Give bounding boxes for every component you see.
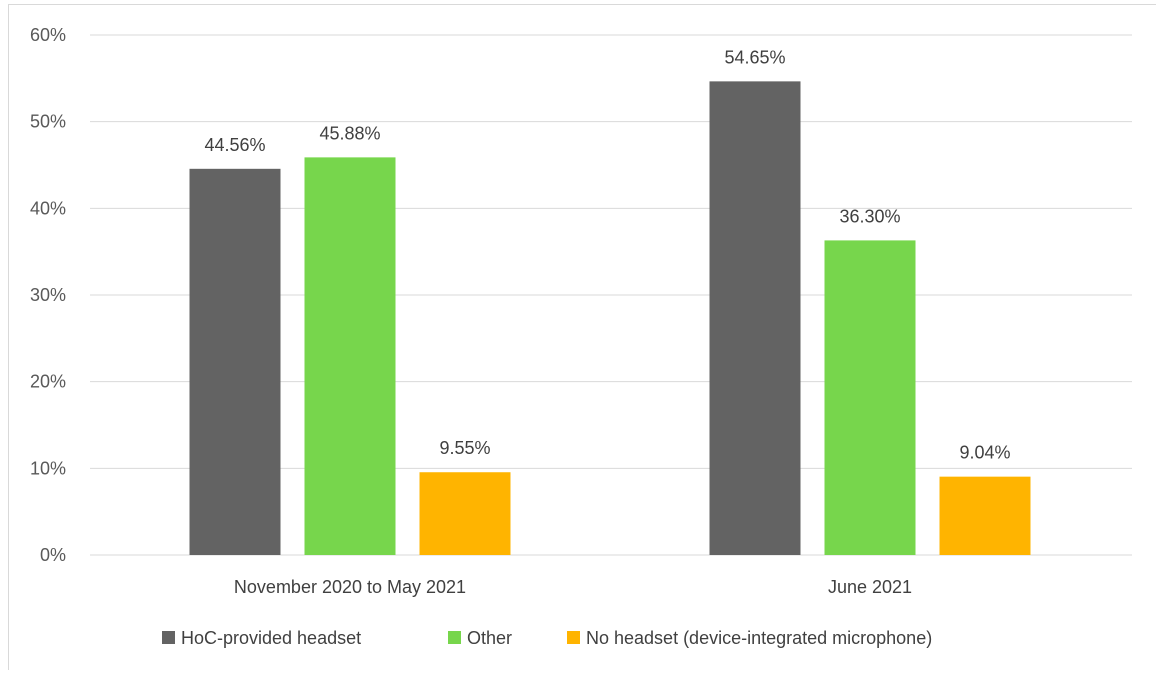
gridlines — [90, 34, 1132, 556]
bar — [709, 81, 801, 555]
legend: HoC-provided headset Other No headset (dev… — [162, 628, 932, 648]
y-tick-label: 0% — [40, 545, 66, 565]
x-category-label: November 2020 to May 2021 — [234, 577, 466, 597]
bar — [939, 476, 1031, 555]
legend-swatch — [162, 631, 175, 644]
legend-swatch — [567, 631, 580, 644]
data-label: 44.56% — [204, 135, 265, 155]
data-label: 9.04% — [959, 443, 1010, 463]
y-tick-label: 40% — [30, 198, 66, 218]
legend-label: HoC-provided headset — [181, 628, 361, 648]
bar — [304, 157, 396, 555]
data-label: 54.65% — [724, 47, 785, 67]
y-tick-label: 50% — [30, 112, 66, 132]
data-label: 9.55% — [439, 438, 490, 458]
data-label: 36.30% — [839, 206, 900, 226]
legend-swatch — [448, 631, 461, 644]
bar — [419, 472, 511, 555]
y-tick-label: 10% — [30, 458, 66, 478]
bars — [189, 81, 1031, 555]
data-label: 45.88% — [319, 123, 380, 143]
bar — [189, 168, 281, 555]
legend-label: Other — [467, 628, 512, 648]
bar — [824, 240, 916, 555]
chart-frame — [8, 4, 1156, 670]
y-axis-ticks: 0% 10% 20% 30% 40% 50% 60% — [30, 25, 66, 565]
x-axis-categories: November 2020 to May 2021 June 2021 — [234, 577, 912, 597]
legend-label: No headset (device-integrated microphone… — [586, 628, 932, 648]
y-tick-label: 30% — [30, 285, 66, 305]
data-labels: 44.56% 45.88% 9.55% 54.65% 36.30% 9.04% — [204, 47, 1010, 462]
y-tick-label: 60% — [30, 25, 66, 45]
y-tick-label: 20% — [30, 372, 66, 392]
x-category-label: June 2021 — [828, 577, 912, 597]
